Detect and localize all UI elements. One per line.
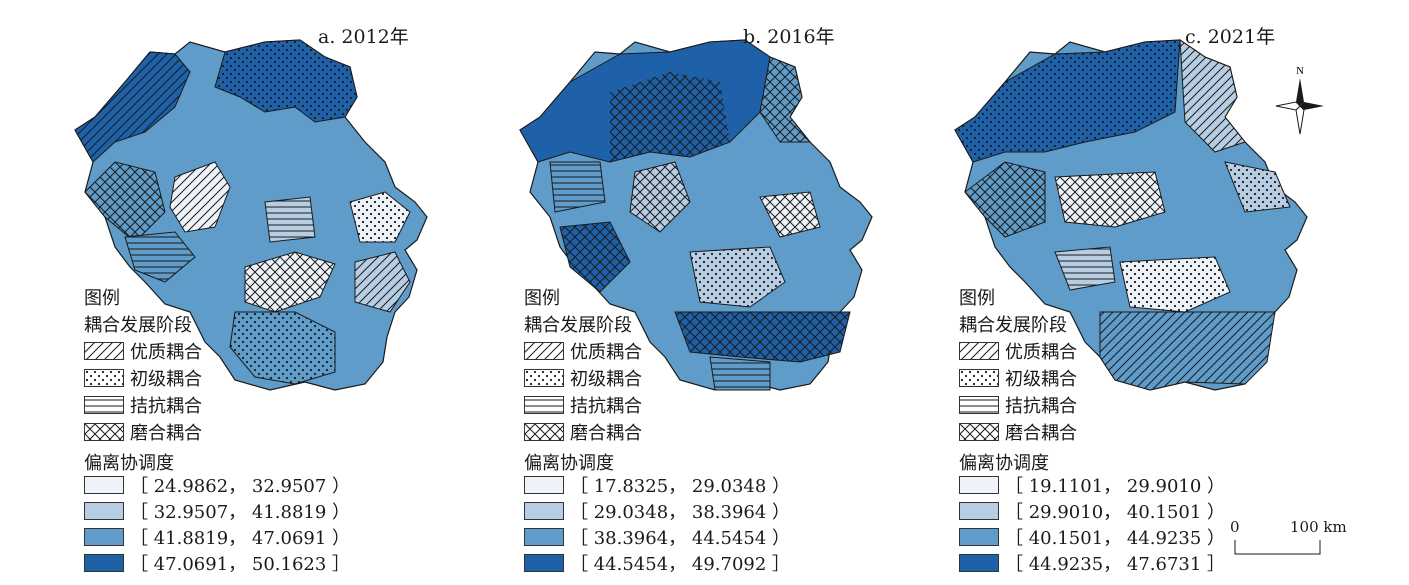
dot-pattern-icon: [84, 369, 124, 387]
legend-stage-title: 耦合发展阶段: [524, 315, 632, 336]
legend-range-row: ［ 32.9507， 41.8819 ）: [84, 500, 350, 523]
panel-2021: c. 2021年 图例 耦合发展阶段 优质耦合 初级耦合 拮抗耦合 磨合耦合 偏…: [940, 0, 1400, 585]
legend-range-row: ［ 47.0691， 50.1623 ］: [84, 552, 350, 575]
color-swatch: [84, 502, 124, 520]
panel-title: b. 2016年: [743, 26, 835, 48]
color-swatch: [524, 528, 564, 546]
legend-range-row: ［ 29.0348， 38.3964 ）: [524, 500, 790, 523]
legend-range-row: ［ 19.1101， 29.9010 ）: [959, 474, 1225, 497]
color-swatch: [959, 554, 999, 572]
legend-range-row: ［ 44.9235， 47.6731 ］: [959, 552, 1225, 575]
color-swatch: [524, 502, 564, 520]
legend-stage-row: 磨合耦合: [84, 421, 202, 444]
scale-line: [1234, 540, 1321, 555]
legend-stage-row: 拮抗耦合: [84, 394, 202, 417]
north-label: N: [1296, 65, 1304, 77]
diagonal-hatch-icon: [84, 342, 124, 360]
legend-degree-title: 偏离协调度: [524, 453, 614, 474]
legend-stage-row: 磨合耦合: [524, 421, 642, 444]
legend-stage-row: 初级耦合: [959, 367, 1077, 390]
legend-range-row: ［ 38.3964， 44.5454 ）: [524, 526, 790, 549]
color-swatch: [84, 554, 124, 572]
map-2012: [74, 39, 428, 391]
horizontal-lines-icon: [959, 396, 999, 414]
panel-2016: b. 2016年 图例 耦合发展阶段 优质耦合 初级耦合 拮抗耦合 磨合耦合 偏…: [505, 0, 965, 585]
color-swatch: [959, 528, 999, 546]
legend-degree-title: 偏离协调度: [84, 453, 174, 474]
legend-range-row: ［ 29.9010， 40.1501 ）: [959, 500, 1225, 523]
north-arrow-icon: N: [1275, 65, 1324, 135]
legend-title: 图例: [524, 288, 560, 309]
legend-range-row: ［ 40.1501， 44.9235 ）: [959, 526, 1225, 549]
map-2016: [519, 39, 873, 391]
legend-range-row: ［ 17.8325， 29.0348 ）: [524, 474, 790, 497]
legend-degree-title: 偏离协调度: [959, 453, 1049, 474]
legend-range-row: ［ 24.9862， 32.9507 ）: [84, 474, 350, 497]
dot-pattern-icon: [959, 369, 999, 387]
color-swatch: [84, 528, 124, 546]
panel-2012: a. 2012年 图例 耦合发展阶段 优质耦合 初级耦合 拮抗耦合 磨合耦合 偏…: [60, 0, 520, 585]
scale-end: 100 km: [1290, 518, 1347, 536]
cross-hatch-icon: [84, 423, 124, 441]
legend-stage-row: 拮抗耦合: [524, 394, 642, 417]
horizontal-lines-icon: [524, 396, 564, 414]
legend-range-row: ［ 44.5454， 49.7092 ］: [524, 552, 790, 575]
scale-start: 0: [1230, 518, 1240, 536]
legend-stage-title: 耦合发展阶段: [84, 315, 192, 336]
legend-stage-row: 拮抗耦合: [959, 394, 1077, 417]
panel-title: c. 2021年: [1185, 26, 1276, 48]
dot-pattern-icon: [524, 369, 564, 387]
legend-title: 图例: [959, 288, 995, 309]
legend-stage-row: 初级耦合: [524, 367, 642, 390]
diagonal-hatch-icon: [959, 342, 999, 360]
legend-stage-row: 磨合耦合: [959, 421, 1077, 444]
color-swatch: [959, 476, 999, 494]
cross-hatch-icon: [959, 423, 999, 441]
panel-title: a. 2012年: [318, 26, 409, 48]
legend-title: 图例: [84, 288, 120, 309]
color-swatch: [524, 476, 564, 494]
cross-hatch-icon: [524, 423, 564, 441]
horizontal-lines-icon: [84, 396, 124, 414]
legend-stage-row: 优质耦合: [959, 340, 1077, 363]
color-swatch: [84, 476, 124, 494]
legend-stage-title: 耦合发展阶段: [959, 315, 1067, 336]
legend-stage-row: 初级耦合: [84, 367, 202, 390]
color-swatch: [959, 502, 999, 520]
legend-stage-row: 优质耦合: [84, 340, 202, 363]
color-swatch: [524, 554, 564, 572]
legend-stage-row: 优质耦合: [524, 340, 642, 363]
map-2021: [954, 39, 1308, 391]
legend-range-row: ［ 41.8819， 47.0691 ）: [84, 526, 350, 549]
diagonal-hatch-icon: [524, 342, 564, 360]
